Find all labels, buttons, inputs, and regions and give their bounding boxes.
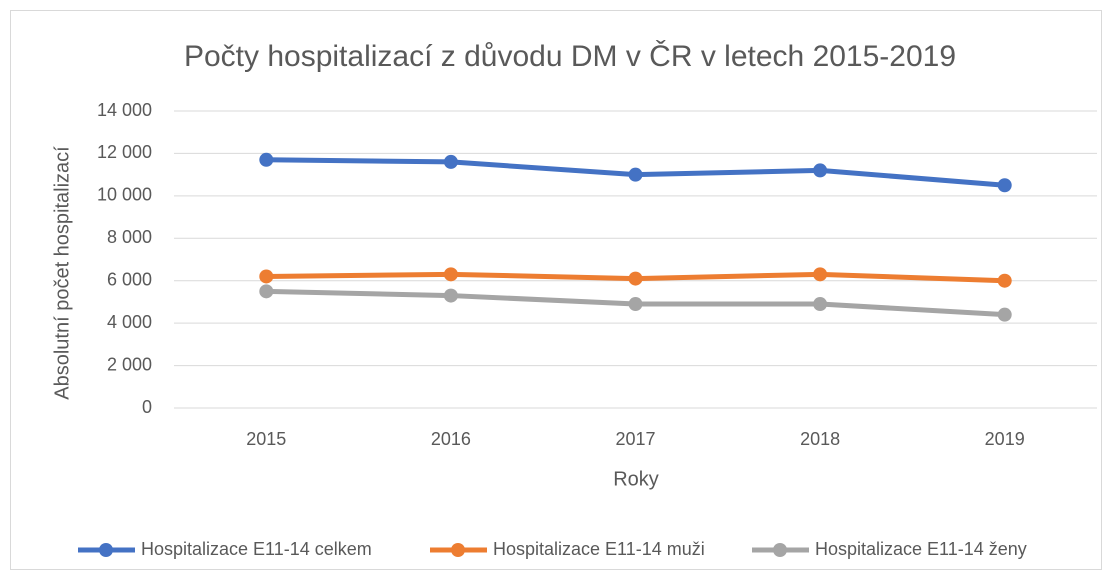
x-axis-label: Roky — [613, 468, 659, 490]
x-tick-label: 2015 — [246, 429, 286, 449]
x-tick-label: 2017 — [615, 429, 655, 449]
data-point — [259, 152, 274, 167]
data-point — [628, 271, 643, 286]
x-tick-label: 2018 — [800, 429, 840, 449]
data-point — [813, 297, 828, 312]
y-tick-label: 12 000 — [97, 142, 152, 162]
y-tick-label: 4 000 — [107, 312, 152, 332]
legend-marker — [99, 543, 113, 557]
y-tick-label: 2 000 — [107, 354, 152, 374]
y-tick-label: 10 000 — [97, 185, 152, 205]
x-tick-label: 2016 — [431, 429, 471, 449]
legend-marker — [773, 543, 787, 557]
data-point — [997, 273, 1012, 288]
data-point — [443, 288, 458, 303]
y-axis-label: Absolutní počet hospitalizací — [51, 146, 73, 400]
data-point — [997, 307, 1012, 322]
data-point — [259, 284, 274, 299]
data-point — [443, 154, 458, 169]
y-tick-label: 8 000 — [107, 227, 152, 247]
legend-marker — [451, 543, 465, 557]
data-point — [997, 178, 1012, 193]
data-point — [628, 167, 643, 182]
y-tick-label: 6 000 — [107, 269, 152, 289]
data-point — [813, 267, 828, 282]
chart-border — [10, 10, 1102, 570]
data-point — [628, 297, 643, 312]
data-point — [813, 163, 828, 178]
legend-label: Hospitalizace E11-14 ženy — [815, 539, 1027, 559]
data-point — [259, 269, 274, 284]
data-point — [443, 267, 458, 282]
x-tick-label: 2019 — [985, 429, 1025, 449]
y-tick-label: 0 — [142, 397, 152, 417]
chart-title: Počty hospitalizací z důvodu DM v ČR v l… — [184, 39, 956, 73]
legend-label: Hospitalizace E11-14 muži — [493, 539, 705, 559]
legend-label: Hospitalizace E11-14 celkem — [141, 539, 372, 559]
y-tick-label: 14 000 — [97, 100, 152, 120]
